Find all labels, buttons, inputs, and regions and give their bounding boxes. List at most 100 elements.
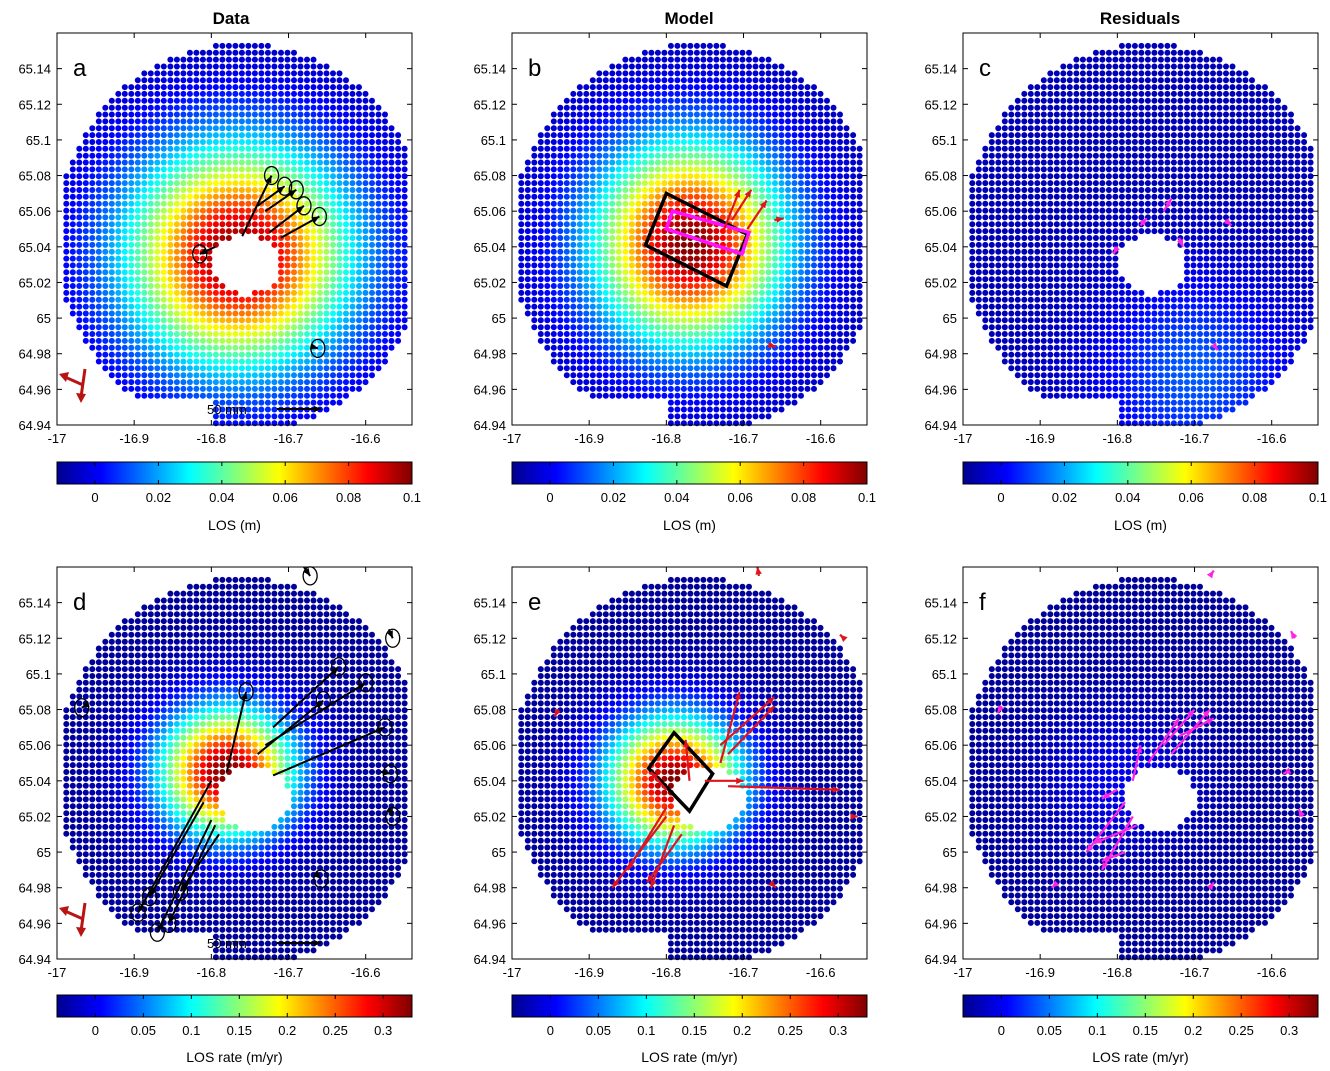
los-dot <box>615 84 622 91</box>
los-dot <box>661 385 668 392</box>
los-dot <box>264 200 271 207</box>
los-dot <box>733 344 739 351</box>
los-dot <box>284 118 291 125</box>
los-dot <box>700 289 707 296</box>
los-dot <box>700 228 707 235</box>
los-dot <box>362 166 369 173</box>
los-dot <box>95 283 102 289</box>
los-dot <box>602 70 609 77</box>
los-dot <box>89 255 96 262</box>
los-dot <box>323 262 330 269</box>
los-dot <box>212 337 219 344</box>
los-dot <box>343 331 349 337</box>
los-dot <box>602 262 609 269</box>
los-dot <box>388 276 395 283</box>
los-dot <box>589 132 596 139</box>
los-dot <box>225 111 232 118</box>
los-dot <box>824 372 830 379</box>
los-dot <box>160 372 167 379</box>
los-dot <box>830 331 837 337</box>
los-dot <box>544 166 551 173</box>
los-dot <box>739 97 746 104</box>
los-dot <box>180 104 187 111</box>
los-dot <box>759 269 765 276</box>
y-tick-label: 65.1 <box>26 133 51 148</box>
los-dot <box>323 248 330 255</box>
los-dot <box>635 296 642 303</box>
los-dot <box>531 276 538 283</box>
los-dot <box>173 358 180 365</box>
los-dot <box>167 372 174 379</box>
los-dot <box>700 200 707 207</box>
los-dot <box>759 283 765 289</box>
los-dot <box>602 84 609 91</box>
los-dot <box>576 187 583 193</box>
los-dot <box>772 392 778 399</box>
los-dot <box>602 241 609 248</box>
los-dot <box>271 399 278 406</box>
los-dot <box>369 97 375 104</box>
los-dot <box>297 90 304 97</box>
los-dot <box>121 166 128 173</box>
los-dot <box>343 125 349 132</box>
los-dot <box>628 228 635 235</box>
los-dot <box>628 296 635 303</box>
los-dot <box>570 166 577 173</box>
los-dot <box>615 77 622 84</box>
los-dot <box>238 42 245 49</box>
los-dot <box>108 193 115 200</box>
los-dot <box>628 392 635 399</box>
los-dot <box>648 262 655 269</box>
los-dot <box>726 303 733 310</box>
los-dot <box>785 193 791 200</box>
los-dot <box>186 132 193 139</box>
los-dot <box>785 331 791 337</box>
los-dot <box>238 303 245 310</box>
los-dot <box>531 214 538 221</box>
los-dot <box>141 241 148 248</box>
los-dot <box>798 385 804 392</box>
los-dot <box>147 97 154 104</box>
los-dot <box>778 228 785 235</box>
los-dot <box>264 310 271 317</box>
y-tick-label: 65.02 <box>18 275 51 290</box>
los-dot <box>772 262 778 269</box>
los-dot <box>524 310 531 317</box>
los-dot <box>752 337 759 344</box>
los-dot <box>388 166 395 173</box>
los-dot <box>752 159 759 166</box>
los-dot <box>1079 392 1086 399</box>
los-dot <box>186 104 193 111</box>
los-dot <box>121 200 128 207</box>
los-dot <box>817 276 824 283</box>
los-dot <box>128 152 135 159</box>
los-dot <box>557 125 564 132</box>
los-dot <box>706 159 713 166</box>
los-dot <box>713 317 720 324</box>
los-dot <box>811 269 817 276</box>
los-dot <box>186 255 193 262</box>
los-dot <box>635 372 642 379</box>
los-dot <box>401 166 408 173</box>
los-dot <box>330 111 336 118</box>
colorbar-tick-label: 0.02 <box>601 490 626 505</box>
los-dot <box>739 351 746 358</box>
los-dot <box>817 235 824 241</box>
los-dot <box>284 77 291 84</box>
los-dot <box>837 180 843 187</box>
los-dot <box>524 262 531 269</box>
los-dot <box>121 262 128 269</box>
los-dot <box>167 296 174 303</box>
los-dot <box>121 132 128 139</box>
los-dot <box>1157 413 1164 420</box>
los-dot <box>206 187 213 193</box>
los-dot <box>641 248 648 255</box>
los-dot <box>186 358 193 365</box>
los-dot <box>180 303 187 310</box>
los-dot <box>232 221 239 228</box>
los-dot <box>173 372 180 379</box>
los-dot <box>713 413 720 420</box>
los-dot <box>219 132 226 139</box>
los-dot <box>719 125 726 132</box>
los-dot <box>82 180 89 187</box>
